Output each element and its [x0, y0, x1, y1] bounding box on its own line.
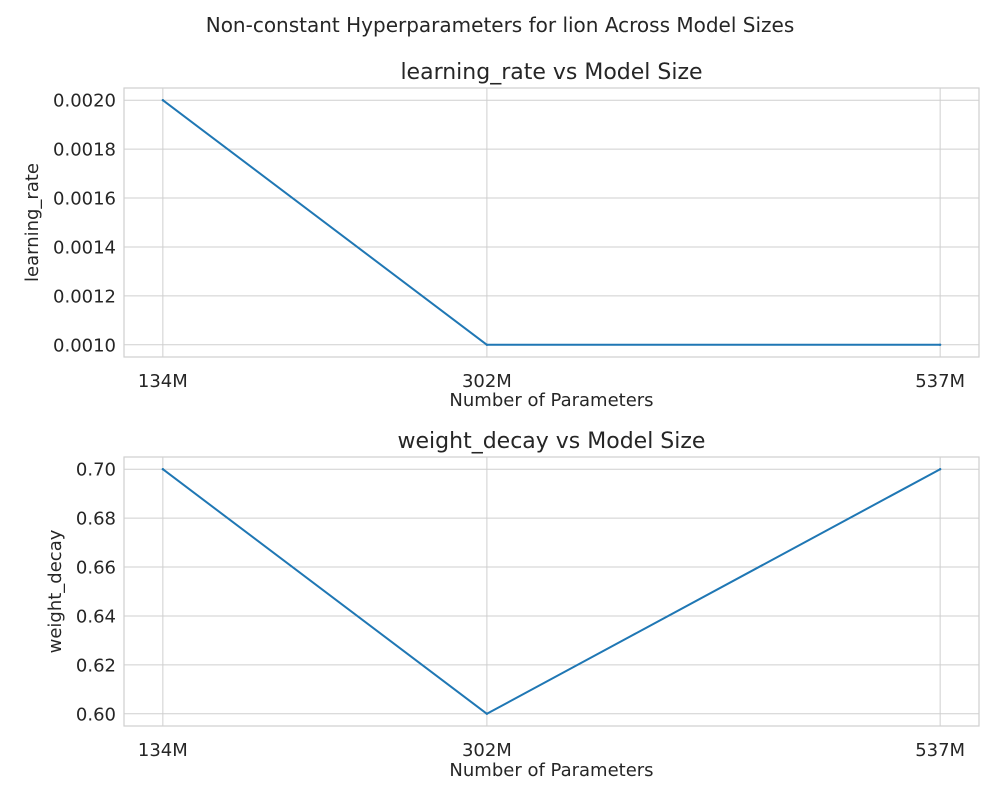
figure-suptitle: Non-constant Hyperparameters for lion Ac…	[206, 13, 795, 37]
learning-rate-series-line	[161, 99, 942, 346]
weight-decay-y-tick-label: 0.64	[76, 606, 116, 627]
learning-rate-data-point	[485, 343, 489, 346]
learning-rate-y-tick-label: 0.0020	[53, 91, 116, 112]
learning-rate-title: learning_rate vs Model Size	[400, 60, 702, 85]
weight-decay-y-tick-label: 0.66	[76, 558, 116, 579]
learning-rate-plot-frame	[123, 87, 980, 358]
learning-rate-y-tick-label: 0.0016	[53, 189, 116, 210]
weight-decay-data-point	[161, 468, 165, 471]
learning-rate-y-tick-label: 0.0010	[53, 335, 116, 356]
weight-decay-x-tick-label: 134M	[138, 740, 188, 761]
weight-decay-series-line	[161, 468, 942, 715]
learning-rate-y-tick-label: 0.0018	[53, 140, 116, 161]
learning-rate-data-point	[938, 343, 942, 346]
weight-decay-y-tick-label: 0.60	[76, 704, 116, 725]
learning-rate-x-tick-label: 537M	[915, 371, 965, 392]
weight-decay-data-point	[485, 712, 489, 715]
weight-decay-y-tick-label: 0.70	[76, 460, 116, 481]
subplot-weight-decay: 0.60 0.62 0.64 0.66 0.68 0.70 134M 302M 537M weig…	[45, 429, 980, 781]
weight-decay-x-tick-label: 537M	[915, 740, 965, 761]
learning-rate-x-tick-label: 134M	[138, 371, 188, 392]
weight-decay-x-axis-label: Number of Parameters	[449, 760, 653, 781]
weight-decay-y-tick-label: 0.68	[76, 509, 116, 530]
weight-decay-y-tick-label: 0.62	[76, 655, 116, 676]
weight-decay-title: weight_decay vs Model Size	[398, 429, 706, 454]
learning-rate-y-axis-label: learning_rate	[22, 163, 43, 282]
learning-rate-x-axis-label: Number of Parameters	[449, 390, 653, 411]
weight-decay-data-point	[938, 468, 942, 471]
subplot-learning-rate: 0.0010 0.0012 0.0014 0.0016 0.0018 0.0020 134M…	[22, 60, 980, 411]
learning-rate-data-point	[161, 99, 165, 102]
learning-rate-x-tick-label: 302M	[462, 371, 512, 392]
weight-decay-y-axis-label: weight_decay	[45, 529, 66, 653]
learning-rate-y-tick-label: 0.0012	[53, 286, 116, 307]
weight-decay-plot-frame	[123, 456, 980, 727]
learning-rate-y-tick-label: 0.0014	[53, 237, 116, 258]
weight-decay-x-tick-label: 302M	[462, 740, 512, 761]
